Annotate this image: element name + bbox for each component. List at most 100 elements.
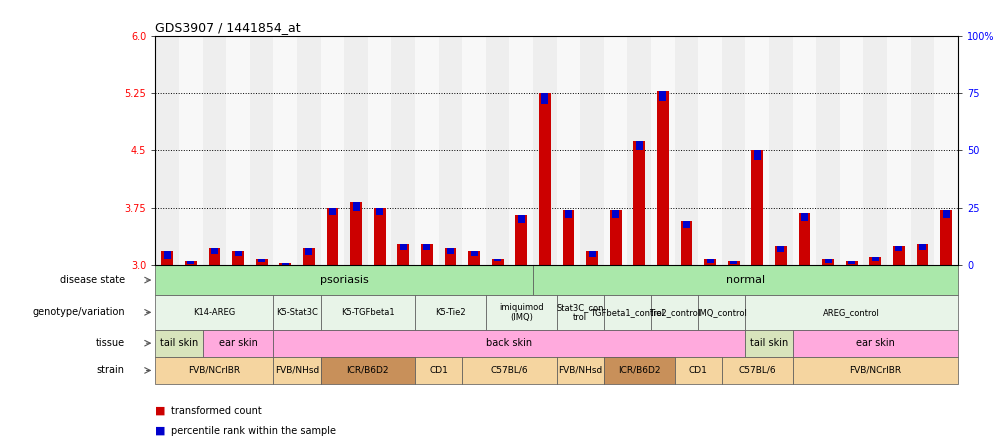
Bar <box>627 36 650 265</box>
Bar <box>352 202 360 211</box>
Bar <box>632 141 644 265</box>
Bar <box>871 258 878 261</box>
Bar <box>777 246 784 252</box>
Bar <box>562 210 574 265</box>
Bar <box>155 295 274 329</box>
Bar <box>845 261 857 265</box>
Bar <box>462 357 556 384</box>
Text: ■: ■ <box>155 426 165 436</box>
Bar <box>916 244 928 265</box>
Bar <box>697 295 744 329</box>
Bar <box>721 36 744 265</box>
Bar <box>798 213 810 265</box>
Bar <box>564 210 571 218</box>
Bar <box>391 36 415 265</box>
Bar <box>179 36 202 265</box>
Text: normal: normal <box>725 275 765 285</box>
Text: K14-AREG: K14-AREG <box>193 308 235 317</box>
Text: back skin: back skin <box>486 338 532 348</box>
Bar <box>415 295 485 329</box>
Text: tail skin: tail skin <box>749 338 788 348</box>
Bar <box>792 329 957 357</box>
Bar <box>210 248 217 254</box>
Bar <box>611 210 618 218</box>
Bar <box>674 36 697 265</box>
Text: AREG_control: AREG_control <box>823 308 879 317</box>
Bar <box>274 357 321 384</box>
Bar <box>397 244 409 265</box>
Bar <box>869 258 881 265</box>
Bar <box>863 36 886 265</box>
Bar <box>585 251 597 265</box>
Bar <box>580 36 603 265</box>
Bar <box>939 210 951 265</box>
Bar <box>226 36 249 265</box>
Bar <box>775 246 786 265</box>
Bar <box>374 208 385 265</box>
Bar <box>400 244 407 250</box>
Text: CD1: CD1 <box>429 366 448 375</box>
Text: psoriasis: psoriasis <box>320 275 369 285</box>
Bar <box>556 357 603 384</box>
Text: IMQ_control: IMQ_control <box>696 308 746 317</box>
Bar <box>848 261 855 264</box>
Bar <box>753 150 761 160</box>
Bar <box>423 244 430 250</box>
Bar <box>603 36 627 265</box>
Text: imiquimod
(IMQ): imiquimod (IMQ) <box>498 303 543 322</box>
Bar <box>697 36 721 265</box>
Bar <box>234 251 241 256</box>
Bar <box>517 215 524 223</box>
Bar <box>491 259 503 265</box>
Text: C57BL/6: C57BL/6 <box>490 366 528 375</box>
Bar <box>494 259 501 261</box>
Bar <box>327 208 338 265</box>
Bar <box>721 357 792 384</box>
Bar <box>415 36 438 265</box>
Bar <box>532 265 957 295</box>
Bar <box>680 221 691 265</box>
Bar <box>703 259 715 265</box>
Bar <box>155 329 202 357</box>
Bar <box>822 259 833 265</box>
Text: tail skin: tail skin <box>159 338 198 348</box>
Text: K5-Tie2: K5-Tie2 <box>435 308 465 317</box>
Bar <box>650 295 697 329</box>
Bar <box>163 251 170 259</box>
Text: K5-Stat3C: K5-Stat3C <box>276 308 318 317</box>
Bar <box>609 210 621 265</box>
Bar <box>792 357 957 384</box>
Bar <box>635 141 642 150</box>
Bar <box>792 36 816 265</box>
Bar <box>650 36 674 265</box>
Text: tissue: tissue <box>95 338 124 348</box>
Bar <box>155 36 179 265</box>
Bar <box>202 36 226 265</box>
Bar <box>202 329 274 357</box>
Bar <box>344 36 368 265</box>
Bar <box>155 357 274 384</box>
Text: ear skin: ear skin <box>855 338 894 348</box>
Bar <box>274 36 297 265</box>
Text: C57BL/6: C57BL/6 <box>737 366 776 375</box>
Bar <box>824 259 831 263</box>
Bar <box>274 329 744 357</box>
Text: ICR/B6D2: ICR/B6D2 <box>347 366 389 375</box>
Text: FVB/NCrIBR: FVB/NCrIBR <box>849 366 901 375</box>
Bar <box>588 251 595 258</box>
Bar <box>280 263 291 265</box>
Bar <box>892 246 904 265</box>
Bar <box>801 213 808 221</box>
Bar <box>462 36 485 265</box>
Bar <box>603 357 674 384</box>
Bar <box>303 248 315 265</box>
Bar <box>933 36 957 265</box>
Bar <box>321 36 344 265</box>
Bar <box>438 36 462 265</box>
Bar <box>329 208 336 215</box>
Bar <box>705 259 712 263</box>
Bar <box>942 210 949 218</box>
Text: ICR/B6D2: ICR/B6D2 <box>617 366 660 375</box>
Text: FVB/NHsd: FVB/NHsd <box>275 366 319 375</box>
Bar <box>321 357 415 384</box>
